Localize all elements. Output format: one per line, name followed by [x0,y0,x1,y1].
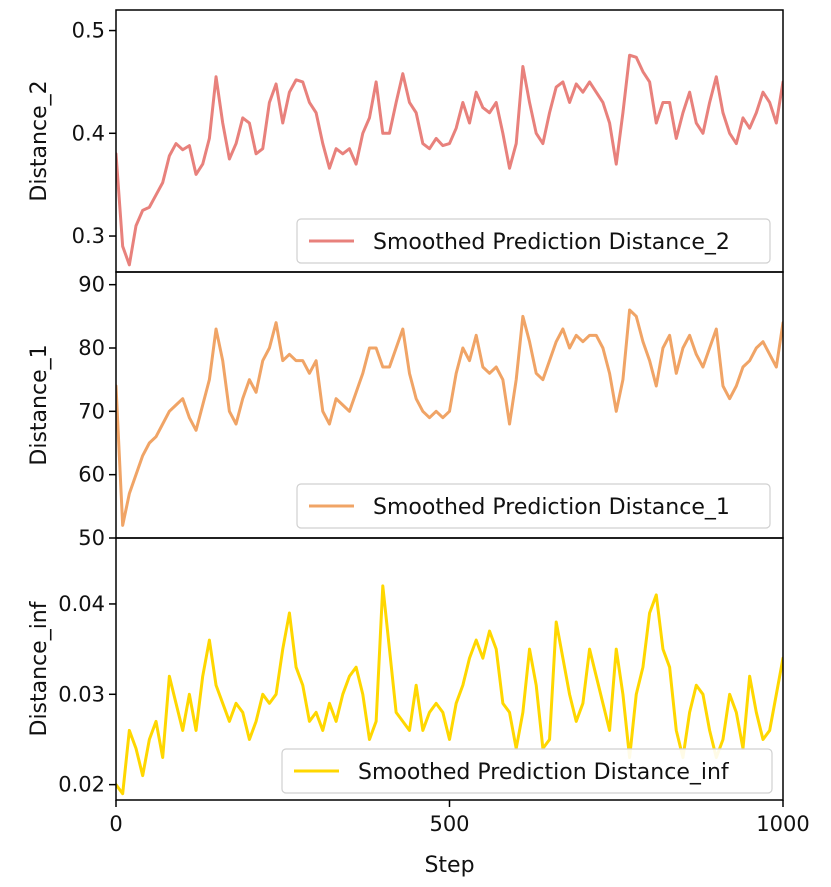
y-tick-label: 80 [78,336,105,360]
y-axis-label: Distance_2 [27,80,52,201]
y-tick-label: 60 [78,463,105,487]
y-tick-label: 0.4 [72,121,105,145]
legend-label: Smoothed Prediction Distance_inf [358,760,730,785]
y-axis-label: Distance_1 [27,344,52,465]
x-tick-label: 0 [109,812,122,836]
y-tick-label: 0.3 [72,224,105,248]
y-tick-label: 90 [78,273,105,297]
y-tick-label: 70 [78,399,105,423]
legend-box [296,218,771,264]
panel-2: 50 60 70 80 90 Distance_1 Smoothed Prediction … [27,271,784,550]
series-line-1 [116,53,783,267]
y-tick-label: 0.04 [58,592,105,616]
legend-box [296,483,771,529]
legend-box [281,748,773,794]
panel-1: 0.3 0.4 0.5 Distance_2 Smoothed Prediction D… [27,9,784,273]
y-tick-label: 0.03 [58,682,105,706]
y-axis-label: Distance_inf [27,600,52,736]
y-tick-label: 0.02 [58,773,105,797]
x-tick-label: 500 [429,812,469,836]
series-line-2 [116,308,783,527]
y-tick-label: 50 [78,526,105,550]
y-tick-label: 0.5 [72,19,105,43]
x-tick-label: 1000 [756,812,809,836]
series-line-3 [116,584,783,796]
legend-2: Smoothed Prediction Distance_1 [296,483,771,529]
x-axis-label: Step [424,853,474,878]
legend-label: Smoothed Prediction Distance_1 [373,495,730,520]
legend-label: Smoothed Prediction Distance_2 [373,230,730,255]
legend-3: Smoothed Prediction Distance_inf [281,748,773,794]
legend-1: Smoothed Prediction Distance_2 [296,218,771,264]
